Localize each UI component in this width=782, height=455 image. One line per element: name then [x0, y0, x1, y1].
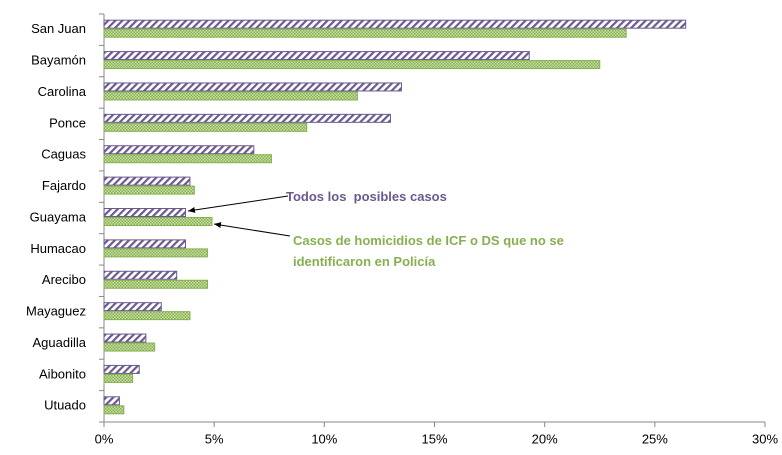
- bar: [103, 51, 530, 61]
- y-tick-label: Utuado: [44, 398, 86, 413]
- y-tick-label: Arecibo: [42, 272, 86, 287]
- bar: [103, 405, 125, 415]
- bar: [103, 185, 195, 195]
- bar: [103, 145, 255, 155]
- x-tick-label: 5%: [205, 431, 224, 446]
- bar: [103, 373, 134, 383]
- bar: [103, 217, 213, 226]
- y-tick-label: Guayama: [30, 209, 87, 224]
- bar: [103, 60, 601, 70]
- bar: [103, 342, 156, 352]
- bar: [103, 279, 209, 289]
- x-tick-label: 15%: [421, 431, 447, 446]
- bar: [103, 122, 308, 132]
- y-tick-label: Mayaguez: [26, 304, 86, 319]
- bar: [103, 364, 140, 374]
- bar: [103, 28, 627, 38]
- bar: [103, 82, 402, 92]
- arrow: [213, 222, 291, 237]
- y-tick-label: Aguadilla: [33, 335, 87, 350]
- annotation: Casos de homicidios de ICF o DS que no s…: [293, 233, 564, 269]
- bar: [103, 208, 187, 217]
- bar: [103, 270, 178, 280]
- y-tick-label: Bayamón: [31, 53, 86, 68]
- x-tick-label: 30%: [752, 431, 778, 446]
- bar: [103, 396, 120, 406]
- y-tick-label: Fajardo: [42, 178, 86, 193]
- y-tick-label: Carolina: [38, 84, 87, 99]
- bar: [103, 311, 191, 321]
- arrow: [187, 195, 289, 213]
- x-tick-label: 10%: [311, 431, 337, 446]
- bar: [103, 333, 147, 343]
- x-tick-label: 0%: [95, 431, 114, 446]
- annotation: Todos los posibles casos: [286, 189, 447, 204]
- y-tick-label: Caguas: [41, 147, 86, 162]
- bar: [103, 154, 272, 164]
- bar: [103, 302, 162, 312]
- y-tick-label: Aibonito: [39, 366, 86, 381]
- y-tick-label: Ponce: [49, 115, 86, 130]
- bar: [103, 239, 187, 249]
- bar: [103, 113, 391, 123]
- y-tick-label: Humacao: [30, 241, 86, 256]
- y-tick-label: San Juan: [31, 21, 86, 36]
- bar: [103, 19, 687, 29]
- bar: [103, 91, 358, 101]
- x-tick-label: 25%: [642, 431, 668, 446]
- bar: [103, 176, 191, 186]
- bar: [103, 248, 209, 258]
- x-tick-label: 20%: [532, 431, 558, 446]
